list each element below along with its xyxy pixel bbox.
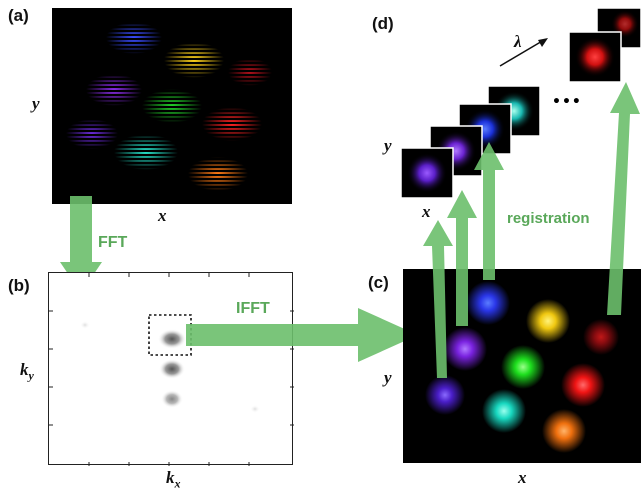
- panel-a-fringes: [66, 22, 272, 191]
- panel-c-ylabel: y: [384, 368, 392, 387]
- panel-b-ylabel-sub: y: [28, 368, 34, 383]
- registration-arrow-4: [607, 82, 640, 315]
- panel-a-image: [52, 8, 292, 204]
- panel-b-ylabel-main: k: [20, 360, 29, 379]
- fft-label: FFT: [98, 234, 128, 251]
- registration-label: registration: [507, 210, 590, 227]
- stack-ellipsis: •••: [552, 94, 582, 110]
- panel-b-xlabel: kx: [166, 468, 181, 491]
- panel-a-label: (a): [8, 6, 29, 25]
- registration-arrow-2: [447, 190, 477, 326]
- panel-c-xlabel: x: [518, 468, 527, 487]
- panel-b-xlabel-sub: x: [174, 476, 181, 491]
- ifft-label: IFFT: [236, 300, 270, 317]
- panel-a-ylabel: y: [32, 94, 40, 113]
- panel-b-spectrum: [49, 273, 294, 466]
- panel-b-label: (b): [8, 276, 30, 295]
- panel-d-label: (d): [372, 14, 394, 33]
- panel-b-xlabel-main: k: [166, 468, 175, 487]
- panel-b-ylabel: ky: [20, 360, 34, 383]
- panel-b-image: [48, 272, 294, 466]
- panel-c-label: (c): [368, 273, 389, 292]
- registration-arrow-3: [474, 142, 504, 280]
- wavelength-symbol: λ: [514, 32, 522, 51]
- panel-c-image: [403, 269, 641, 463]
- registration-arrow-1: [423, 220, 453, 378]
- panel-a-xlabel: x: [158, 206, 167, 225]
- panel-d-ylabel: y: [384, 136, 392, 155]
- panel-d-xlabel: x: [422, 202, 431, 221]
- wavelength-arrow: [499, 39, 545, 67]
- panel-c-spots: [425, 281, 619, 453]
